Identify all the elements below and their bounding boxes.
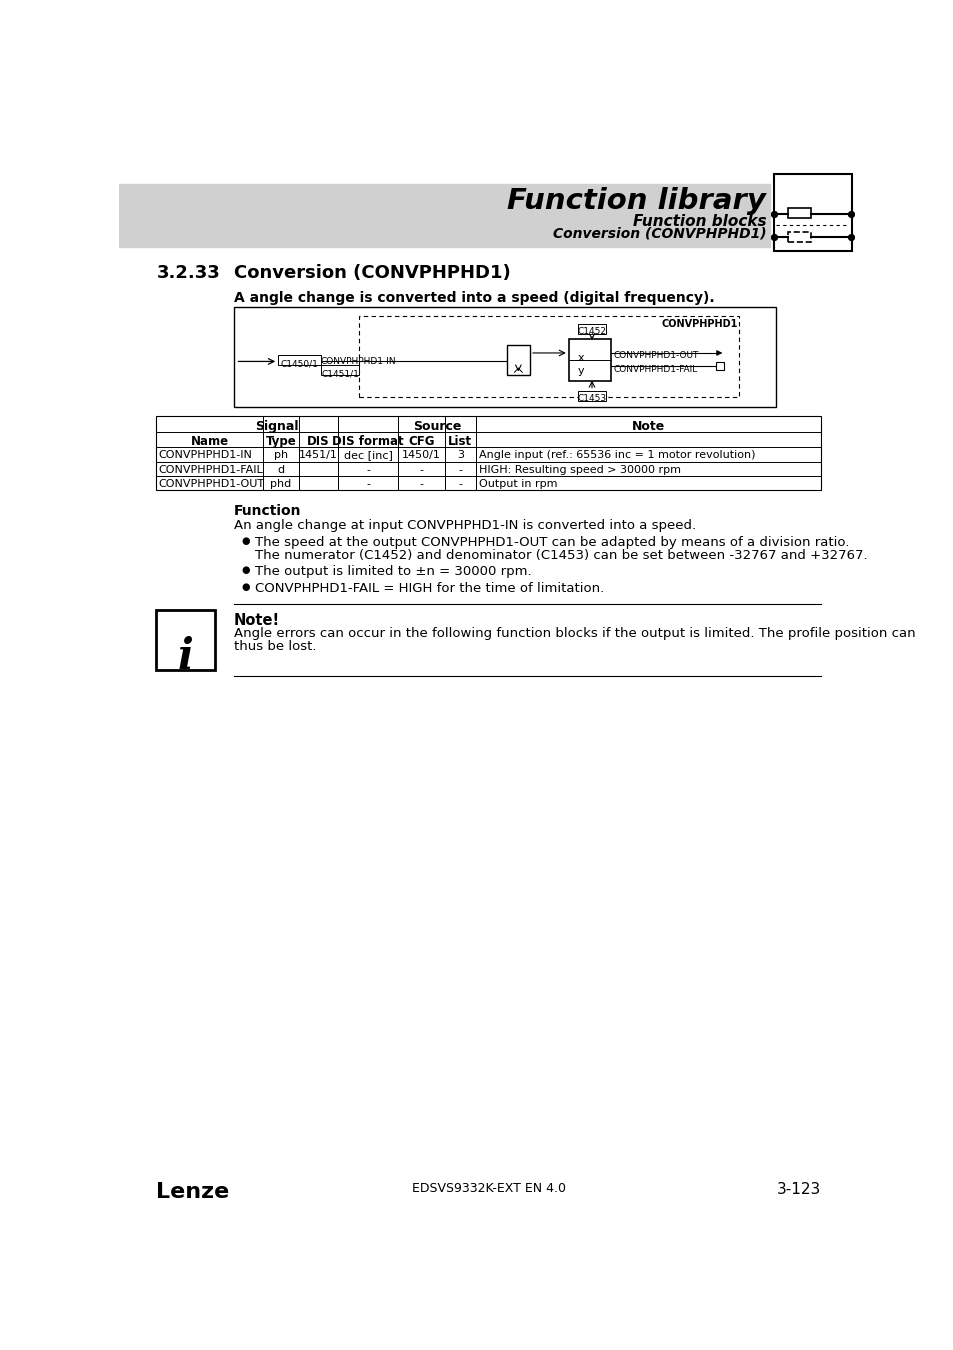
Text: Function blocks: Function blocks	[632, 215, 765, 230]
Text: y: y	[578, 366, 584, 377]
Bar	[773, 174, 851, 251]
Text: -: -	[366, 466, 370, 475]
Text: -: -	[457, 479, 462, 489]
Text: Output in rpm: Output in rpm	[478, 479, 557, 489]
Text: -: -	[366, 479, 370, 489]
Bar	[119, 184, 769, 247]
Text: Function library: Function library	[507, 186, 765, 215]
Text: 1451/1: 1451/1	[298, 450, 337, 460]
Bar	[278, 355, 320, 364]
Text: CONVPHPHD1-IN: CONVPHPHD1-IN	[320, 356, 395, 366]
Text: C1450/1: C1450/1	[280, 359, 317, 369]
Text: dec [inc]: dec [inc]	[343, 450, 392, 460]
Text: CONVPHPHD1-IN: CONVPHPHD1-IN	[158, 450, 253, 460]
Text: An angle change at input CONVPHPHD1-IN is converted into a speed.: An angle change at input CONVPHPHD1-IN i…	[233, 520, 696, 532]
Bar	[716, 362, 723, 370]
Text: Source: Source	[413, 420, 460, 433]
Text: CONVPHPHD1-OUT: CONVPHPHD1-OUT	[158, 479, 265, 489]
Text: Lenze: Lenze	[156, 1183, 230, 1203]
Text: CONVPHPHD1: CONVPHPHD1	[660, 319, 737, 329]
Text: CONVPHPHD1-FAIL: CONVPHPHD1-FAIL	[613, 364, 698, 374]
Text: -: -	[419, 466, 423, 475]
Text: CONVPHPHD1-FAIL: CONVPHPHD1-FAIL	[158, 466, 263, 475]
Text: C1453: C1453	[577, 394, 606, 402]
Bar	[233, 306, 776, 406]
Bar	[787, 232, 810, 242]
Text: i: i	[177, 636, 193, 678]
Text: Function: Function	[233, 504, 301, 518]
Text: CONVPHPHD1-OUT: CONVPHPHD1-OUT	[613, 351, 699, 360]
Text: Conversion (CONVPHPHD1): Conversion (CONVPHPHD1)	[233, 265, 510, 282]
Text: Type: Type	[265, 435, 295, 448]
Text: Conversion (CONVPHPHD1): Conversion (CONVPHPHD1)	[552, 227, 765, 240]
Text: EDSVS9332K-EXT EN 4.0: EDSVS9332K-EXT EN 4.0	[412, 1183, 565, 1195]
Text: Angle input (ref.: 65536 inc = 1 motor revolution): Angle input (ref.: 65536 inc = 1 motor r…	[478, 450, 755, 460]
Text: ●: ●	[241, 536, 250, 547]
Text: CONVPHPHD1-FAIL = HIGH for the time of limitation.: CONVPHPHD1-FAIL = HIGH for the time of l…	[254, 582, 603, 595]
Bar	[320, 366, 359, 375]
Text: Angle errors can occur in the following function blocks if the output is limited: Angle errors can occur in the following …	[233, 628, 915, 640]
Text: A angle change is converted into a speed (digital frequency).: A angle change is converted into a speed…	[233, 292, 714, 305]
Bar	[787, 208, 810, 219]
Text: C1452: C1452	[577, 327, 606, 336]
Text: phd: phd	[270, 479, 292, 489]
Text: 3-123: 3-123	[777, 1183, 821, 1197]
Text: The numerator (C1452) and denominator (C1453) can be set between -32767 and +327: The numerator (C1452) and denominator (C…	[254, 548, 866, 562]
Text: ●: ●	[241, 582, 250, 593]
Text: Name: Name	[191, 435, 229, 448]
Text: 3.2.33: 3.2.33	[156, 265, 220, 282]
Text: List: List	[448, 435, 472, 448]
Text: DIS: DIS	[307, 435, 330, 448]
Text: x: x	[578, 352, 584, 363]
Text: DIS format: DIS format	[332, 435, 403, 448]
Text: The speed at the output CONVPHPHD1-OUT can be adapted by means of a division rat: The speed at the output CONVPHPHD1-OUT c…	[254, 536, 848, 549]
Text: Note!: Note!	[233, 613, 280, 628]
Bar	[568, 339, 611, 382]
Text: CFG: CFG	[408, 435, 435, 448]
Text: d: d	[277, 466, 284, 475]
Bar	[359, 316, 739, 397]
Bar	[578, 324, 605, 333]
Text: 3: 3	[456, 450, 463, 460]
Text: HIGH: Resulting speed > 30000 rpm: HIGH: Resulting speed > 30000 rpm	[478, 466, 680, 475]
Text: Signal: Signal	[255, 420, 299, 433]
Bar	[156, 610, 214, 670]
Text: The output is limited to ±n = 30000 rpm.: The output is limited to ±n = 30000 rpm.	[254, 566, 531, 579]
Bar	[578, 390, 605, 401]
Text: thus be lost.: thus be lost.	[233, 640, 316, 653]
Text: ●: ●	[241, 566, 250, 575]
Bar	[156, 416, 821, 490]
Bar	[506, 346, 530, 374]
Text: -: -	[457, 466, 462, 475]
Text: 1450/1: 1450/1	[401, 450, 440, 460]
Text: ph: ph	[274, 450, 288, 460]
Text: -: -	[419, 479, 423, 489]
Text: Note: Note	[631, 420, 664, 433]
Text: C1451/1: C1451/1	[321, 370, 358, 379]
